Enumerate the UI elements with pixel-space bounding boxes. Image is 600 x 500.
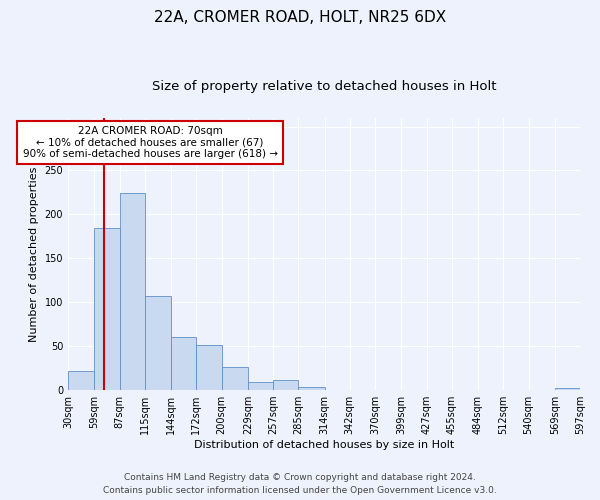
Bar	[119, 194, 145, 390]
Bar	[68, 371, 94, 390]
Bar	[145, 296, 171, 390]
Bar	[196, 346, 221, 390]
X-axis label: Distribution of detached houses by size in Holt: Distribution of detached houses by size …	[194, 440, 454, 450]
Text: 22A CROMER ROAD: 70sqm
← 10% of detached houses are smaller (67)
90% of semi-det: 22A CROMER ROAD: 70sqm ← 10% of detached…	[23, 126, 278, 159]
Text: Contains HM Land Registry data © Crown copyright and database right 2024.
Contai: Contains HM Land Registry data © Crown c…	[103, 474, 497, 495]
Bar	[298, 388, 325, 390]
Bar	[248, 382, 273, 390]
Bar	[555, 388, 580, 390]
Y-axis label: Number of detached properties: Number of detached properties	[29, 166, 39, 342]
Bar	[94, 228, 119, 390]
Bar	[221, 367, 248, 390]
Bar	[273, 380, 298, 390]
Title: Size of property relative to detached houses in Holt: Size of property relative to detached ho…	[152, 80, 496, 93]
Bar	[171, 338, 196, 390]
Text: 22A, CROMER ROAD, HOLT, NR25 6DX: 22A, CROMER ROAD, HOLT, NR25 6DX	[154, 10, 446, 25]
